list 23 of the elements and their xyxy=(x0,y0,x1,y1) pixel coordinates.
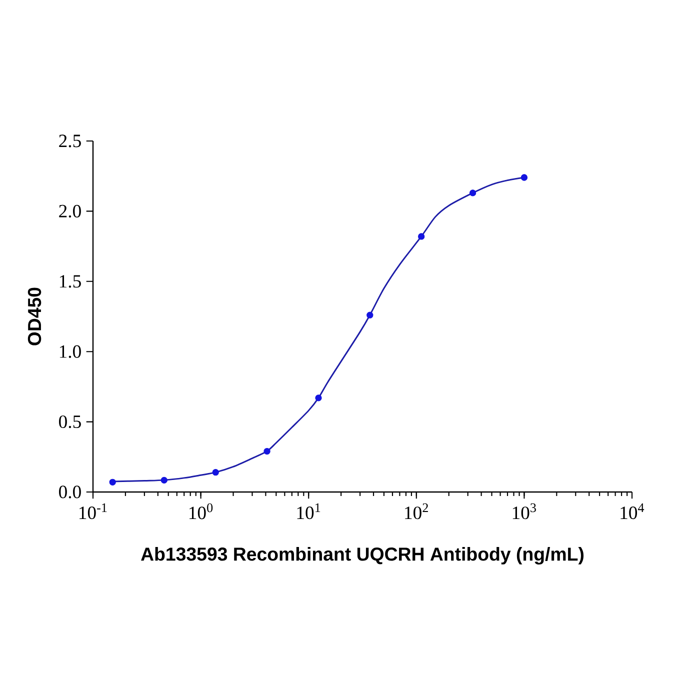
point xyxy=(212,469,219,476)
point xyxy=(160,476,168,484)
x-tick-label: 10$^{-1}$ xyxy=(80,503,107,520)
y-tick-label: 2.0 xyxy=(59,204,81,218)
point xyxy=(469,190,476,196)
x-tick-label: 10$^{0}$ xyxy=(189,503,213,520)
x-tick-label: 10$^{4}$ xyxy=(620,503,644,520)
y-tick-label: 1.5 xyxy=(60,275,81,288)
y-tick-label: 0.5 xyxy=(59,415,81,428)
y-axis-title: OD450 xyxy=(28,288,42,346)
y-tick-label: 1.0 xyxy=(60,345,81,358)
point xyxy=(520,174,528,181)
x-tick-label: 10$^{2}$ xyxy=(405,503,428,520)
point xyxy=(418,233,425,240)
point xyxy=(366,312,374,318)
x-axis-title: Ab133593 Recombinant UQCRH Antibody (ng/mL) xyxy=(141,547,584,565)
x-tick-label: 10$^{3}$ xyxy=(512,503,536,520)
point xyxy=(264,448,270,455)
point xyxy=(109,478,116,486)
y-tick-label: 0.0 xyxy=(59,486,81,498)
point xyxy=(315,394,322,402)
x-tick-label: 10$^{1}$ xyxy=(297,503,320,520)
y-tick-label: 2.5 xyxy=(59,134,81,148)
